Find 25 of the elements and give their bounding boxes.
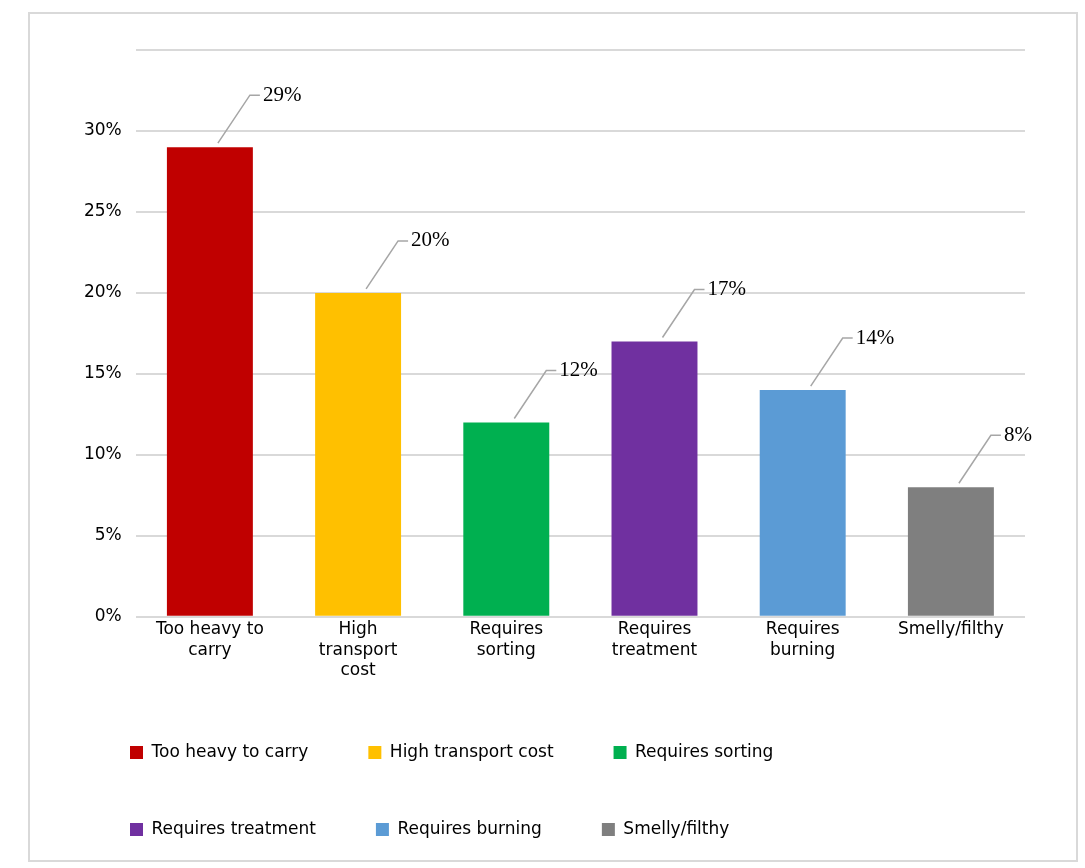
x-tick-label: Requires treatment — [611, 618, 698, 659]
legend-label: High transport cost — [389, 740, 554, 761]
legend-label: Too heavy to carry — [150, 740, 309, 761]
data-label: 8% — [1003, 421, 1032, 446]
data-label: 12% — [559, 356, 598, 381]
data-label: 20% — [411, 227, 450, 252]
x-tick-label: Requires sorting — [469, 618, 544, 659]
data-label: 14% — [855, 324, 895, 349]
legend-label: Requires burning — [397, 817, 542, 838]
y-tick-label: 0% — [94, 605, 122, 626]
y-tick-label: 20% — [83, 281, 122, 302]
legend-label: Requires sorting — [635, 740, 774, 761]
legend-label: Requires treatment — [151, 817, 317, 838]
x-tick-label: Requires burning — [765, 618, 840, 659]
y-tick-label: 5% — [94, 524, 122, 545]
y-tick-label: 30% — [83, 119, 122, 140]
x-tick-label: Too heavy to carry — [154, 618, 264, 659]
y-tick-label: 25% — [83, 200, 122, 221]
x-tick-label: High transport cost — [318, 618, 398, 680]
y-tick-label: 10% — [83, 443, 122, 464]
y-tick-label: 15% — [83, 362, 122, 383]
x-tick-label: Smelly/filthy — [897, 618, 1004, 639]
data-label: 29% — [262, 81, 302, 106]
data-label: 17% — [707, 276, 746, 301]
legend-label: Smelly/filthy — [623, 817, 730, 838]
